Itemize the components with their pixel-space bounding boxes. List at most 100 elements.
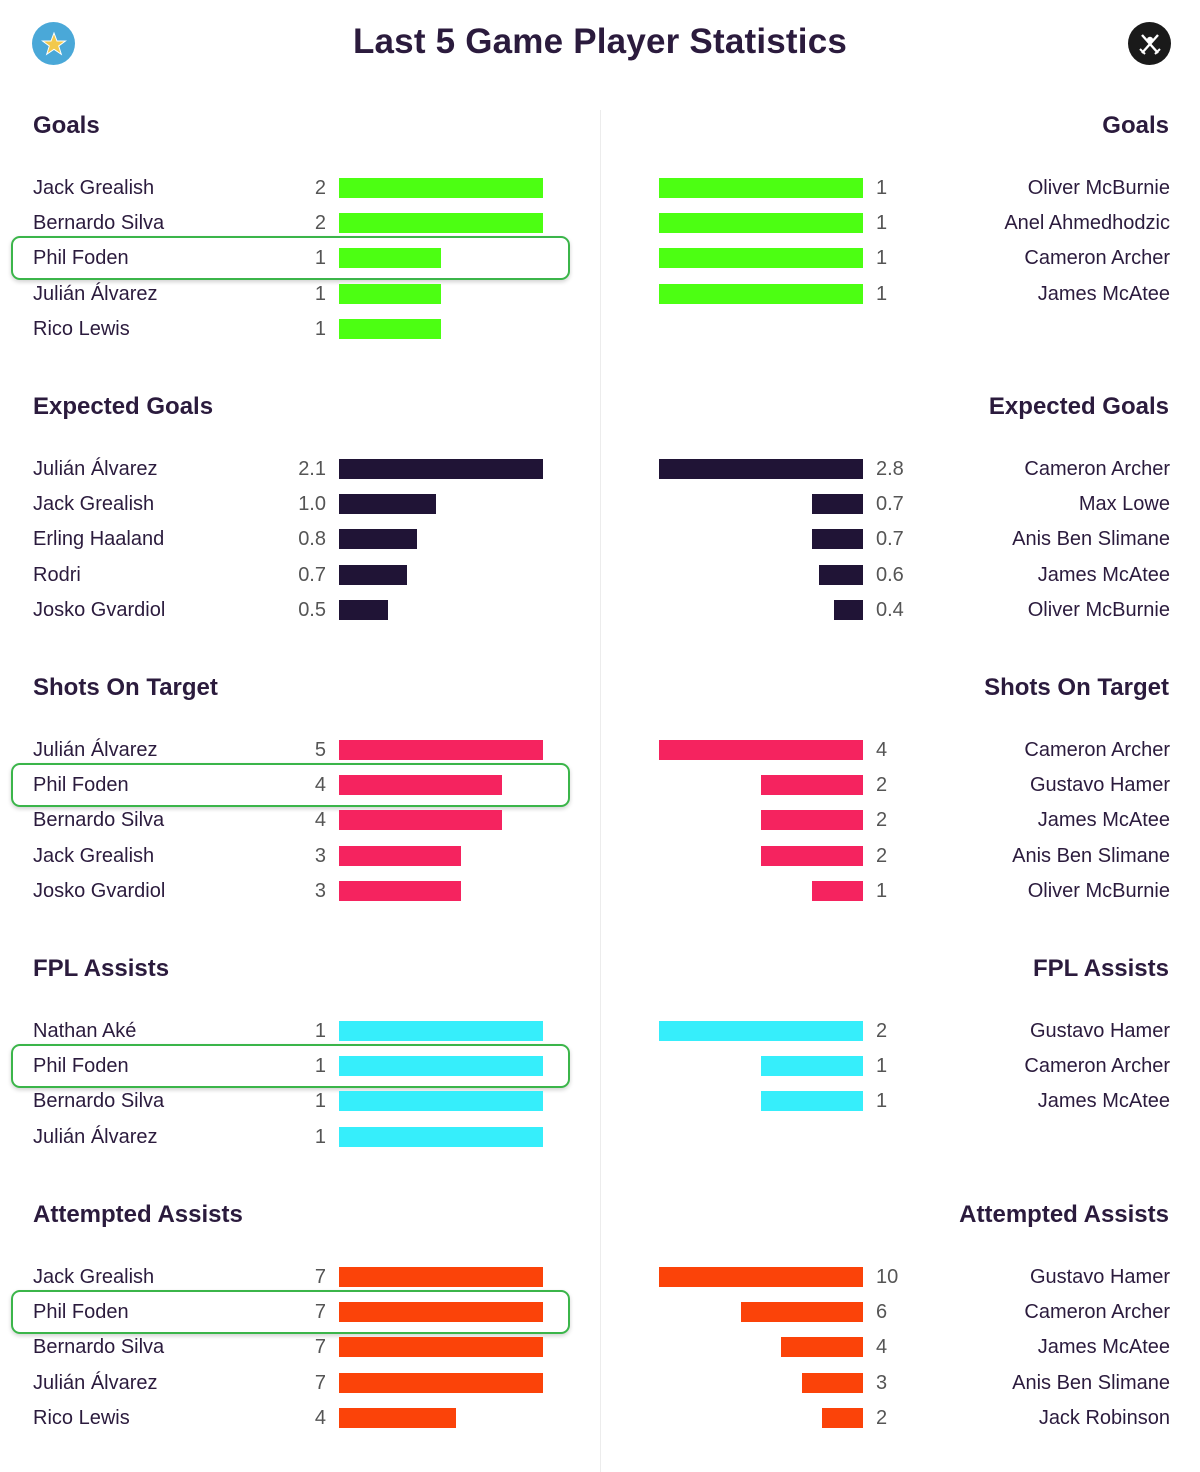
- stat-value: 0.5: [298, 598, 326, 621]
- stat-value: 1: [876, 282, 888, 305]
- player-stat-row: Julián Álvarez 2.1: [33, 454, 553, 484]
- stat-value: 3: [876, 1371, 888, 1394]
- player-stat-row: Phil Foden 4: [33, 770, 553, 800]
- stat-value: 3: [314, 844, 326, 867]
- stat-bar: [339, 283, 441, 304]
- player-stat-row: Cameron Archer 1: [650, 1051, 1170, 1081]
- page-title: Last 5 Game Player Statistics: [352, 22, 848, 61]
- stat-value: 5: [314, 739, 326, 761]
- stat-value: 1: [876, 177, 888, 199]
- stat-bar: [812, 880, 863, 901]
- stat-value: 10: [876, 1266, 899, 1288]
- stat-value: 2: [876, 844, 888, 867]
- player-stat-row: Bernardo Silva 4: [33, 805, 553, 835]
- player-name: Phil Foden: [33, 1301, 129, 1324]
- player-name: Erling Haaland: [33, 528, 165, 551]
- stat-bar: [339, 213, 543, 234]
- player-name: Rico Lewis: [33, 1406, 130, 1429]
- player-stat-row: Jack Robinson 2: [650, 1403, 1170, 1433]
- player-stat-row: Oliver McBurnie 1: [650, 173, 1170, 203]
- stat-bar: [761, 1056, 863, 1077]
- player-stat-row: Oliver McBurnie 1: [650, 876, 1170, 906]
- player-name: Gustavo Hamer: [1029, 1020, 1170, 1042]
- player-stat-row: Josko Gvardiol 3: [33, 876, 553, 906]
- stat-value: 0.7: [876, 528, 904, 551]
- stat-value: 2: [314, 212, 326, 235]
- player-stat-row: Rodri 0.7: [33, 560, 553, 590]
- player-stat-row: Jack Grealish 3: [33, 841, 553, 871]
- player-stat-row: Oliver McBurnie 0.4: [650, 595, 1170, 625]
- stat-value: 1: [314, 1125, 326, 1148]
- player-name: James McAtee: [1037, 563, 1170, 586]
- player-name: Josko Gvardiol: [33, 598, 166, 621]
- stat-bar: [339, 1407, 456, 1428]
- player-name: Cameron Archer: [1024, 247, 1170, 270]
- stat-bar: [339, 1056, 543, 1077]
- player-name: Phil Foden: [33, 247, 129, 270]
- player-stat-row: Phil Foden 7: [33, 1297, 553, 1327]
- player-name: Anis Ben Slimane: [1012, 844, 1170, 867]
- stat-value: 1: [314, 1090, 326, 1113]
- left-expected-goals-title: Expected Goals: [33, 393, 214, 420]
- stat-bar: [659, 248, 863, 269]
- player-name: Nathan Aké: [33, 1020, 137, 1042]
- player-name: James McAtee: [1037, 1336, 1170, 1359]
- stat-bar: [819, 564, 863, 585]
- stat-value: 0.4: [876, 598, 904, 621]
- stat-bar: [339, 1337, 543, 1358]
- player-stat-row: Rico Lewis 4: [33, 1403, 553, 1433]
- stat-bar: [812, 494, 863, 515]
- stat-bar: [339, 740, 543, 760]
- stat-value: 2: [314, 177, 326, 199]
- stat-value: 1: [876, 1055, 888, 1078]
- left-shots-on-target-title: Shots On Target: [33, 674, 218, 701]
- stat-value: 1: [314, 1055, 326, 1078]
- stat-value: 7: [314, 1371, 326, 1394]
- stat-bar: [659, 283, 863, 304]
- player-name: Gustavo Hamer: [1029, 774, 1170, 797]
- stat-bar: [834, 599, 863, 620]
- player-name: Jack Grealish: [33, 1266, 155, 1288]
- stat-bar: [339, 1021, 543, 1041]
- stat-value: 7: [314, 1336, 326, 1359]
- stat-value: 0.8: [298, 528, 326, 551]
- stat-bar: [659, 1021, 863, 1041]
- stat-value: 6: [876, 1301, 888, 1324]
- player-stat-row: Gustavo Hamer 2: [650, 770, 1170, 800]
- player-stat-row: Anis Ben Slimane 2: [650, 841, 1170, 871]
- right-expected-goals-title: Expected Goals: [988, 393, 1169, 420]
- left-attempted-assists-title: Attempted Assists: [33, 1201, 243, 1228]
- stat-bar: [339, 318, 441, 339]
- stat-bar: [761, 1091, 863, 1112]
- stat-value: 1: [314, 317, 326, 340]
- player-name: Bernardo Silva: [33, 1336, 165, 1359]
- player-name: Julián Álvarez: [33, 1371, 158, 1394]
- player-name: Jack Grealish: [33, 493, 155, 516]
- player-stat-row: Gustavo Hamer 2: [650, 1016, 1170, 1046]
- player-stat-row: Julián Álvarez 1: [33, 279, 553, 309]
- player-name: Rodri: [33, 563, 81, 586]
- player-stat-row: Bernardo Silva 1: [33, 1086, 553, 1116]
- player-name: Cameron Archer: [1024, 1301, 1170, 1324]
- player-stat-row: Bernardo Silva 2: [33, 208, 553, 238]
- player-name: Anis Ben Slimane: [1012, 1371, 1170, 1394]
- player-name: Julián Álvarez: [33, 1125, 158, 1148]
- player-name: Cameron Archer: [1024, 458, 1170, 480]
- stat-value: 1: [876, 247, 888, 270]
- stat-value: 0.7: [876, 493, 904, 516]
- player-stat-row: James McAtee 0.6: [650, 560, 1170, 590]
- stat-value: 7: [314, 1301, 326, 1324]
- player-stat-row: Cameron Archer 2.8: [650, 454, 1170, 484]
- stat-bar: [339, 1372, 543, 1393]
- stat-bar: [802, 1372, 863, 1393]
- player-name: James McAtee: [1037, 809, 1170, 832]
- star-crest-icon: [32, 22, 75, 65]
- stat-bar: [339, 248, 441, 269]
- stat-value: 2: [876, 1020, 888, 1042]
- player-stat-row: Erling Haaland 0.8: [33, 524, 553, 554]
- stat-value: 1: [314, 1020, 326, 1042]
- stat-bar: [339, 1091, 543, 1112]
- stat-bar: [659, 740, 863, 760]
- stat-value: 1: [314, 282, 326, 305]
- stat-value: 0.7: [298, 563, 326, 586]
